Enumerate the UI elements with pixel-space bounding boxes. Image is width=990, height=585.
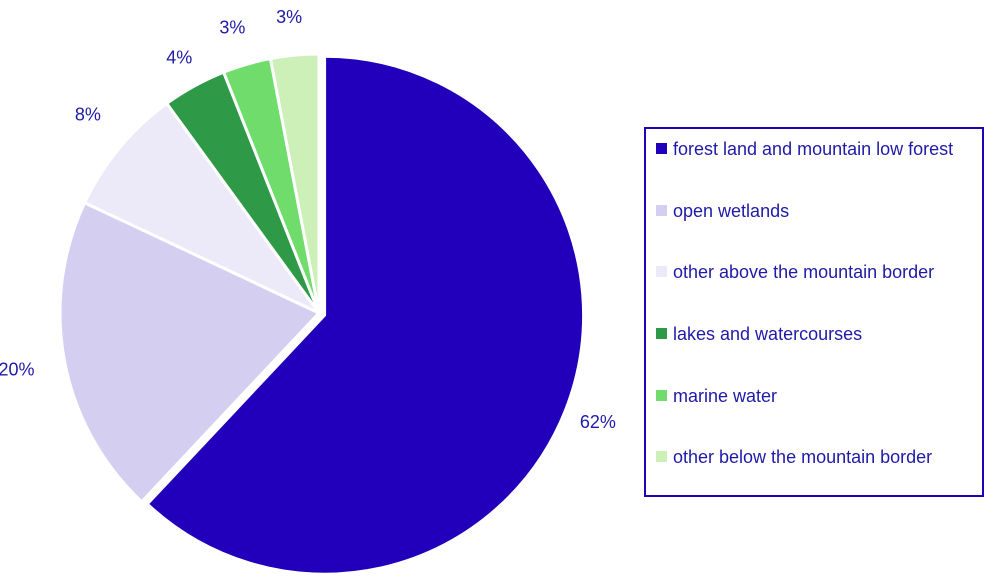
- legend-swatch: [656, 390, 667, 401]
- legend-swatch: [656, 451, 667, 462]
- legend-item-lakes: lakes and watercourses: [656, 322, 976, 346]
- legend-label: forest land and mountain low forest: [673, 139, 954, 159]
- legend-item-marine: marine water: [656, 384, 976, 408]
- slice-percent-label: 3%: [219, 18, 245, 38]
- legend-label: open wetlands: [673, 201, 790, 221]
- legend-label: lakes and watercourses: [673, 324, 863, 344]
- pie-slice: [58, 200, 322, 504]
- legend-swatch: [656, 205, 667, 216]
- slice-percent-label: 8%: [75, 105, 101, 125]
- legend-item-wetlands: open wetlands: [656, 199, 976, 223]
- legend-label: marine water: [673, 386, 778, 406]
- slice-percent-label: 20%: [0, 359, 34, 379]
- legend-swatch: [656, 328, 667, 339]
- slice-percent-label: 4%: [166, 48, 192, 68]
- legend: forest land and mountain low forest open…: [644, 127, 984, 497]
- legend-swatch: [656, 266, 667, 277]
- pie-slice: [82, 101, 321, 315]
- legend-item-above-border: other above the mountain border: [656, 260, 976, 284]
- pie-labels: 62% 20% 8% 4% 3% 3%: [0, 7, 616, 432]
- pie-slice: [145, 54, 586, 576]
- legend-swatch: [656, 143, 667, 154]
- legend-label: other below the mountain border: [673, 447, 933, 467]
- pie-slice: [268, 52, 321, 314]
- legend-item-forest: forest land and mountain low forest: [656, 137, 976, 161]
- legend-label: other above the mountain border: [673, 262, 935, 282]
- slice-percent-label: 3%: [276, 7, 302, 27]
- legend-item-below-border: other below the mountain border: [656, 445, 976, 469]
- slice-percent-label: 62%: [580, 412, 616, 432]
- pie-slices: [58, 52, 586, 576]
